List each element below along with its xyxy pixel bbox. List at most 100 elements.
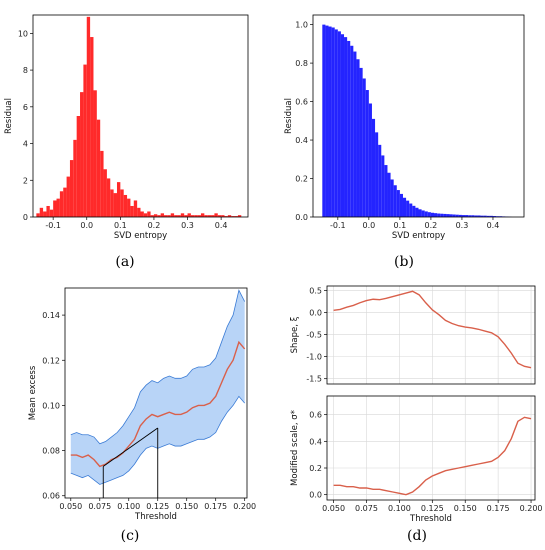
plot-frame <box>64 287 248 499</box>
histogram-bar <box>353 51 357 217</box>
histogram-bar <box>207 215 212 217</box>
x-tick-label: 0.2 <box>425 221 438 230</box>
histogram-bar <box>49 209 54 217</box>
x-tick-label: 0.2 <box>148 221 161 230</box>
histogram-bar <box>197 215 201 217</box>
histogram-bar <box>384 165 388 217</box>
annotation-line <box>102 427 158 467</box>
histogram-bar <box>443 213 447 217</box>
x-axis-label: Threshold <box>134 512 177 522</box>
histogram-bar <box>325 25 329 218</box>
series-line <box>333 416 532 496</box>
x-tick-label: 0.125 <box>146 502 169 511</box>
histogram-bar <box>200 213 205 217</box>
histogram-bar <box>106 178 111 217</box>
histogram-bar <box>86 16 91 217</box>
x-tick-label: 0.100 <box>117 502 140 511</box>
histogram-bar <box>133 200 138 217</box>
histogram-bar <box>160 213 165 217</box>
histogram-bar <box>59 191 64 217</box>
histogram-bar <box>483 215 487 217</box>
histogram-bar <box>96 119 101 217</box>
histogram-bar <box>437 213 441 217</box>
y-axis-label: Residual <box>284 98 294 134</box>
histogram-bar <box>100 150 104 217</box>
histogram-bar <box>224 216 228 217</box>
histogram-bar <box>477 215 481 217</box>
x-tick-label: 0.175 <box>204 502 227 511</box>
histogram-bar <box>227 215 232 217</box>
y-tick-label: 0.8 <box>295 59 308 68</box>
histogram-bar <box>375 132 379 217</box>
histogram-bar <box>461 215 466 217</box>
series-line <box>333 290 532 369</box>
y-axis-label: Residual <box>4 98 14 134</box>
histogram-bar <box>56 198 60 217</box>
x-tick-label: 0.100 <box>388 504 411 513</box>
histogram-bar <box>150 215 154 217</box>
x-tick-label: 0.200 <box>233 502 256 511</box>
y-tick-label: 10 <box>18 29 28 38</box>
y-tick-label: -1.5 <box>306 375 322 384</box>
x-tick-label: 0.4 <box>215 221 228 230</box>
histogram-bar <box>237 215 242 217</box>
x-tick-label: 0.3 <box>456 221 469 230</box>
y-axis-label: Modified scale, σ* <box>290 410 300 486</box>
histogram-bar <box>184 215 188 217</box>
histogram-bar <box>458 214 462 217</box>
chart-panel-c: 0.050 0.075 0.100 0.125 0.150 0.175 0.200 0.06 0… <box>28 287 256 522</box>
histogram-bar <box>69 160 74 217</box>
panel-label-c: (c) <box>121 528 140 544</box>
y-axis-label: Mean excess <box>28 365 38 420</box>
upper-bound-line <box>70 289 246 445</box>
histogram-bar <box>418 209 422 217</box>
histogram-bar <box>147 211 151 217</box>
x-tick-label: 0.200 <box>520 504 543 513</box>
histogram-bar <box>214 213 218 217</box>
histogram-bar <box>402 197 407 217</box>
y-tick-label: 0.0 <box>309 308 322 317</box>
histogram-bar <box>347 40 351 217</box>
y-tick-label: 0.10 <box>42 401 60 410</box>
y-tick-label: 0.5 <box>309 286 322 295</box>
x-axis-label: Threshold <box>409 514 452 524</box>
histogram-bar <box>455 214 459 217</box>
x-tick-label: 0.050 <box>59 502 82 511</box>
histogram-bar <box>424 211 428 217</box>
histogram-bar <box>449 214 453 217</box>
x-tick-label: 0.0 <box>362 221 375 230</box>
y-tick-label: 6 <box>23 103 28 112</box>
chart-panel-d-top: 0.5 0.0 -0.5 -1.0 -1.5 Shape, ξ <box>290 285 536 385</box>
histogram-bar <box>123 194 128 217</box>
histogram-bar <box>471 215 475 217</box>
panel-label-d: (d) <box>407 528 427 544</box>
y-tick-label: 0.12 <box>42 356 60 365</box>
y-tick-label: 0.2 <box>295 175 308 184</box>
histogram-bar <box>371 118 376 217</box>
x-tick-label: 0.1 <box>394 221 407 230</box>
histogram-bar <box>393 185 397 217</box>
histogram-bar <box>190 215 195 217</box>
histogram-bar <box>143 213 148 217</box>
histogram-bar <box>406 200 410 217</box>
histogram-bar <box>137 207 141 217</box>
histogram-bar <box>63 187 67 217</box>
histogram-bar <box>334 29 338 217</box>
y-tick-label: 8 <box>23 66 28 75</box>
histogram-bar <box>187 213 191 217</box>
histogram-bar <box>468 215 472 217</box>
x-tick-label: -0.1 <box>45 221 61 230</box>
histogram-bar <box>130 205 134 217</box>
histogram-bar <box>331 27 335 218</box>
histogram-bar <box>153 214 158 217</box>
histogram-bar <box>164 215 168 217</box>
histogram-bar <box>409 203 413 217</box>
histogram-bar <box>167 215 171 217</box>
histogram-bar <box>221 215 225 217</box>
x-tick-label: -0.1 <box>330 221 346 230</box>
plot-frame <box>326 285 536 385</box>
y-tick-label: 2 <box>23 176 28 185</box>
x-tick-label: 0.150 <box>175 502 198 511</box>
histogram-bar <box>365 90 369 217</box>
y-axis-label: Shape, ξ <box>290 316 300 353</box>
